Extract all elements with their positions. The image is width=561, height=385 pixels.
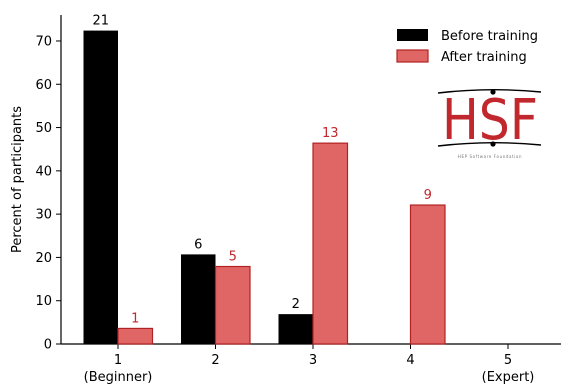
y-tick-label: 60 <box>35 78 52 93</box>
bar-after-3 <box>312 142 349 345</box>
x-ticks: 1 (Beginner) 2 3 4 5 (Expert) <box>84 344 535 385</box>
bar-after-1 <box>117 327 154 345</box>
bars <box>83 30 446 345</box>
hsf-logo-icon: HSF HEP Software Foundation <box>437 88 542 159</box>
legend-swatch-after <box>396 49 429 63</box>
y-tick-label: 10 <box>35 294 52 309</box>
logo-caption: HEP Software Foundation <box>458 154 522 159</box>
bar-after-4 <box>409 204 446 345</box>
data-label-after-4: 9 <box>424 188 432 203</box>
bar-before-3 <box>278 314 313 344</box>
x-tick-label: 5 <box>504 353 512 368</box>
logo-letters: HSF <box>442 88 538 153</box>
bar-after-2 <box>214 265 251 345</box>
data-label-before-1: 21 <box>92 14 109 29</box>
legend-label-before: Before training <box>441 29 538 44</box>
legend-swatch-before <box>397 29 428 41</box>
data-label-before-2: 6 <box>194 237 202 252</box>
y-tick-label: 50 <box>35 121 52 136</box>
y-tick-label: 70 <box>35 34 52 49</box>
y-tick-label: 30 <box>35 208 52 223</box>
data-label-after-3: 13 <box>322 126 339 141</box>
data-label-before-3: 2 <box>292 297 300 312</box>
y-axis-label: Percent of participants <box>10 106 25 253</box>
bar-before-1 <box>83 30 118 345</box>
y-tick-label: 20 <box>35 251 52 266</box>
data-label-after-2: 5 <box>229 250 237 265</box>
legend-label-after: After training <box>441 50 527 65</box>
x-tick-sublabel: (Expert) <box>482 370 535 385</box>
legend: Before training After training <box>396 29 538 65</box>
bar-before-2 <box>181 254 216 344</box>
x-tick-label: 4 <box>406 353 414 368</box>
y-tick-label: 0 <box>44 338 52 353</box>
x-tick-label: 1 <box>114 353 122 368</box>
x-tick-sublabel: (Beginner) <box>84 370 153 385</box>
y-ticks: 0 10 20 30 40 50 60 70 <box>35 34 61 353</box>
x-tick-label: 2 <box>211 353 219 368</box>
y-tick-label: 40 <box>35 164 52 179</box>
data-label-after-1: 1 <box>131 311 139 326</box>
x-tick-label: 3 <box>309 353 317 368</box>
